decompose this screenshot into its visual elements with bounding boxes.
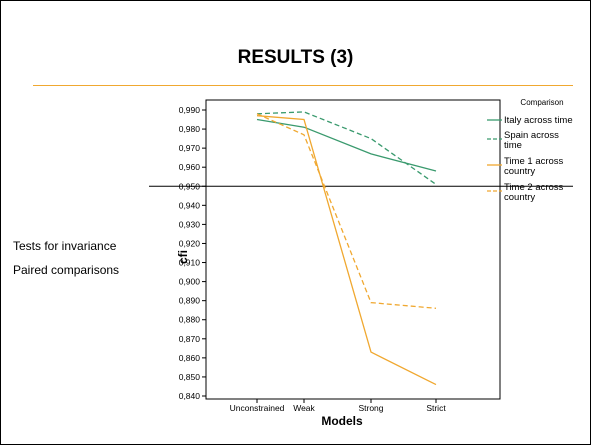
y-tick-label: 0,850 — [179, 372, 201, 382]
y-tick-label: 0,960 — [179, 162, 201, 172]
chart-legend: Comparison Italy across time Spain across t… — [487, 98, 573, 203]
y-tick-label: 0,980 — [179, 124, 201, 134]
slide-title: RESULTS (3) — [237, 47, 354, 68]
y-tick-label: 0,990 — [179, 105, 201, 115]
legend-label-3: Time 2 across country — [504, 182, 564, 203]
series-line-2 — [256, 115, 437, 386]
series-line-3 — [256, 113, 437, 309]
y-tick-label: 0,910 — [179, 258, 201, 268]
y-tick-label: 0,870 — [179, 334, 201, 344]
y-tick-label: 0,930 — [179, 219, 201, 229]
series-line-1 — [256, 111, 437, 185]
x-tick-label: Strict — [426, 403, 446, 413]
y-tick-label: 0,890 — [179, 296, 201, 306]
title-divider — [33, 85, 573, 86]
legend-label-2: Time 1 across country — [504, 156, 564, 177]
x-tick-label: Unconstrained — [230, 403, 285, 413]
y-axis-title: cfi — [176, 250, 190, 264]
chart-series — [256, 111, 437, 386]
y-tick-label: 0,880 — [179, 315, 201, 325]
side-text-invariance: Tests for invariance — [13, 239, 117, 253]
legend-label-1: Spain across time — [504, 130, 559, 151]
series-line-0 — [256, 118, 437, 172]
legend-title: Comparison — [520, 98, 563, 107]
y-tick-label: 0,900 — [179, 277, 201, 287]
side-text-paired: Paired comparisons — [13, 263, 120, 277]
x-tick-label: Strong — [358, 403, 383, 413]
y-tick-label: 0,840 — [179, 391, 201, 401]
x-axis-title: Models — [321, 414, 363, 428]
plot-frame — [205, 99, 501, 400]
y-tick-label: 0,940 — [179, 200, 201, 210]
chart-axes: 0,840 0,850 0,860 0,870 0,880 0,890 0,900 0,910… — [149, 99, 573, 428]
y-tick-label: 0,970 — [179, 143, 201, 153]
y-tick-label: 0,860 — [179, 353, 201, 363]
legend-label-0: Italy across time — [504, 115, 573, 126]
x-tick-label: Weak — [293, 403, 315, 413]
y-tick-label: 0,920 — [179, 238, 201, 248]
